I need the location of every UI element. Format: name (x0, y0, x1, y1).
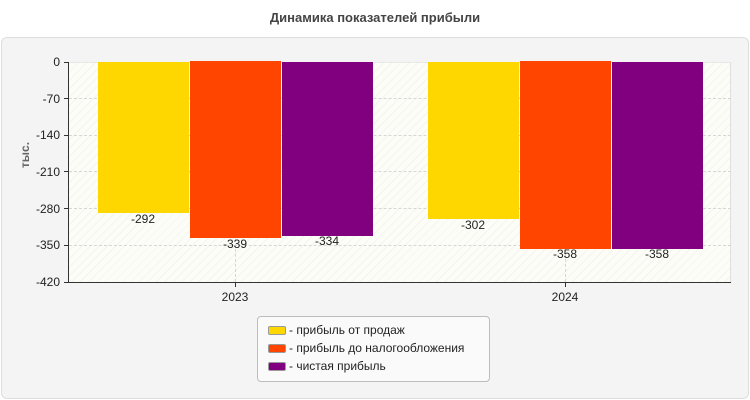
y-tick-label: -210 (35, 165, 60, 179)
grid-line (69, 135, 731, 136)
legend-label: - прибыль от продаж (289, 323, 405, 337)
y-tick-label: -280 (35, 202, 60, 216)
x-tick (565, 282, 566, 287)
y-tick (64, 245, 69, 246)
value-label: -302 (460, 218, 486, 232)
value-label: -358 (552, 247, 578, 261)
value-label: -334 (314, 234, 340, 248)
y-tick (64, 208, 69, 209)
legend-swatch-icon (268, 361, 286, 371)
y-tick-label: -420 (35, 275, 60, 289)
y-axis (68, 62, 69, 283)
y-tick-label: -350 (35, 238, 60, 252)
legend-swatch-icon (268, 343, 286, 353)
value-label: -339 (222, 237, 248, 251)
legend-label: - прибыль до налогообложения (289, 341, 465, 355)
legend-item-pretax-profit: - прибыль до налогообложения (268, 339, 489, 357)
grid-line (69, 208, 731, 209)
x-tick-label: 2024 (551, 290, 579, 304)
bar-2023-sales-profit (98, 62, 189, 213)
y-tick (64, 135, 69, 136)
grid-line (69, 171, 731, 172)
bar-2024-sales-profit (428, 62, 519, 219)
y-axis-title: тыс. (18, 141, 32, 169)
chart-title: Динамика показателей прибыли (269, 10, 481, 25)
grid-line (69, 98, 731, 99)
legend-item-net-profit: - чистая прибыль (268, 357, 489, 375)
legend: - прибыль от продаж - прибыль до налогоо… (257, 316, 490, 382)
bar-2023-pretax-profit (190, 61, 281, 238)
legend-swatch-icon (268, 325, 286, 335)
x-tick (235, 282, 236, 287)
value-label: -292 (130, 212, 156, 226)
legend-label: - чистая прибыль (289, 359, 386, 373)
y-tick (64, 62, 69, 63)
y-tick (64, 171, 69, 172)
x-axis (68, 282, 731, 283)
y-tick-label: 0 (53, 55, 60, 69)
y-tick (64, 98, 69, 99)
legend-item-sales-profit: - прибыль от продаж (268, 321, 489, 339)
value-label: -358 (644, 247, 670, 261)
bar-2024-pretax-profit (520, 61, 611, 249)
grid-line (69, 245, 731, 246)
x-tick-label: 2023 (221, 290, 249, 304)
y-tick-label: -70 (42, 92, 60, 106)
y-tick-label: -140 (35, 128, 60, 142)
bar-2024-net-profit (612, 62, 703, 249)
bar-2023-net-profit (282, 62, 373, 236)
y-tick (64, 282, 69, 283)
